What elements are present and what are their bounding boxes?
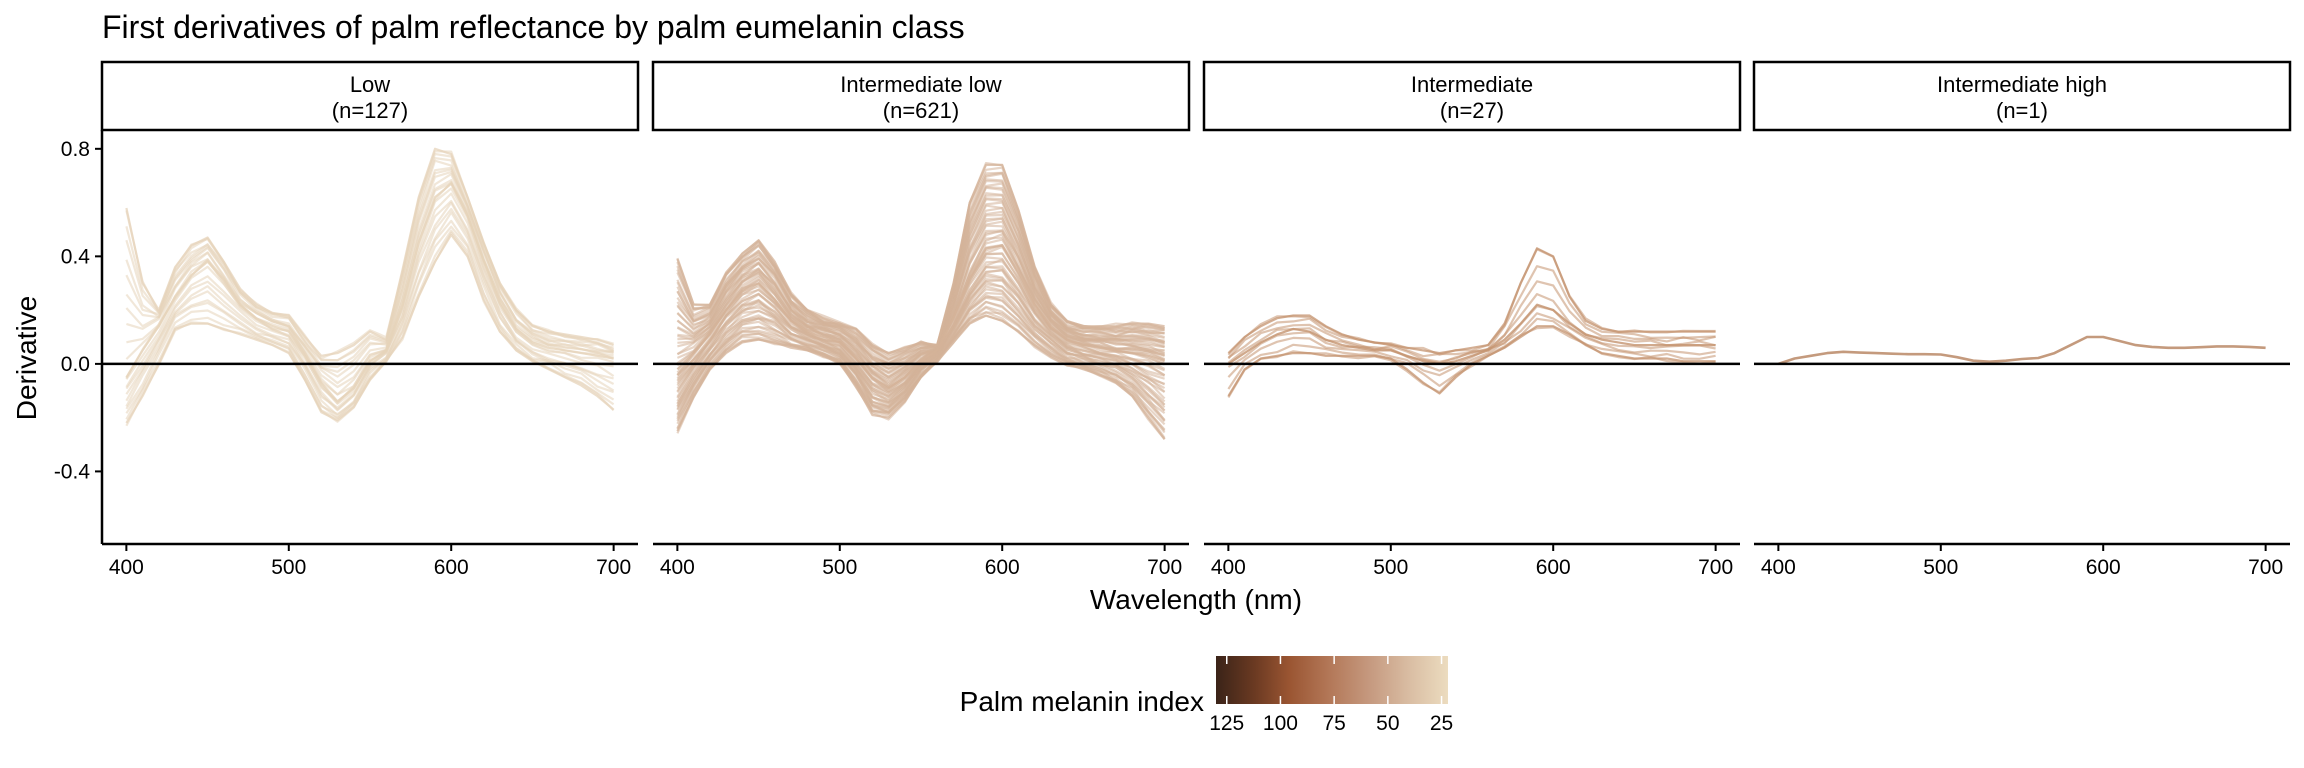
x-tick-label: 600: [1536, 556, 1571, 579]
facet-panel-2: Intermediate low(n=621) 400 500 600 700: [651, 60, 1191, 579]
facet-strip-label: Intermediate low: [840, 72, 1002, 97]
spectrum-line: [1777, 335, 2266, 366]
x-axis-title: Wavelength (nm): [1090, 584, 1302, 615]
spectrum-line: [125, 225, 615, 419]
x-tick-label: 700: [596, 556, 631, 579]
spectrum-line: [125, 157, 615, 362]
y-axis-title: Derivative: [11, 296, 42, 420]
facet-panel-4: Intermediate high(n=1) 400 500 600 700: [1752, 60, 2292, 579]
legend-tick-label: 75: [1322, 712, 1345, 735]
x-tick-label: 500: [1373, 556, 1408, 579]
spectrum-line-mean: [125, 182, 614, 403]
x-tick-label: 500: [271, 556, 306, 579]
y-tick-label: 0.4: [61, 245, 91, 268]
legend-tick-label: 100: [1263, 712, 1298, 735]
x-tick-label: 600: [985, 556, 1020, 579]
facet-strip-count: (n=27): [1440, 98, 1504, 123]
facet-strip: [1752, 60, 2292, 132]
spectrum-line: [676, 194, 1165, 367]
spectrum-line-min: [125, 233, 615, 424]
facet-panel-3: Intermediate(n=27) 400 500 600 700: [1202, 60, 1742, 579]
legend-tick-label: 125: [1209, 712, 1244, 735]
facet-strip: [100, 60, 640, 132]
x-tick-label: 600: [2086, 556, 2121, 579]
facet-strip-label: Intermediate high: [1937, 72, 2107, 97]
x-tick-label: 400: [660, 556, 695, 579]
y-tick-label: 0.0: [61, 353, 90, 376]
facet-panels: Low(n=127) 400 500 600 700 0.8 0.4 0.0 -0.4 Inter…: [54, 60, 2292, 579]
spectrum-line: [125, 166, 615, 373]
facet-strip-label: Low: [350, 72, 390, 97]
y-tick-label: 0.8: [61, 138, 90, 161]
x-tick-label: 400: [1761, 556, 1796, 579]
y-tick-label: -0.4: [54, 460, 91, 483]
spectrum-line-mean: [676, 244, 1165, 390]
x-tick-label: 700: [2248, 556, 2283, 579]
spectra-lines: [676, 162, 1166, 440]
spectra-lines: [125, 147, 615, 427]
spectrum-line: [125, 219, 614, 416]
x-tick-label: 600: [434, 556, 469, 579]
legend-title: Palm melanin index: [960, 686, 1204, 717]
x-tick-label: 700: [1698, 556, 1733, 579]
facet-strip: [651, 60, 1191, 132]
spectrum-line-min: [676, 314, 1166, 440]
x-tick-label: 500: [822, 556, 857, 579]
spectrum-line-mean: [1227, 303, 1716, 365]
facet-panel-1: Low(n=127) 400 500 600 700 0.8 0.4 0.0 -0.4: [54, 60, 640, 579]
facet-strip: [1202, 60, 1742, 132]
spectrum-line-max: [676, 163, 1165, 355]
legend-tick-label: 25: [1430, 712, 1453, 735]
spectrum-line-max: [1227, 247, 1716, 355]
x-tick-label: 400: [1211, 556, 1246, 579]
legend-tick-label: 50: [1376, 712, 1399, 735]
facet-strip-count: (n=1): [1996, 98, 2048, 123]
spectrum-line: [1227, 312, 1716, 378]
chart-title: First derivatives of palm reflectance by…: [102, 9, 965, 45]
legend-colorbar: [1216, 656, 1448, 704]
spectra-lines: [1777, 335, 2266, 366]
facet-strip-count: (n=621): [883, 98, 959, 123]
x-tick-label: 500: [1923, 556, 1958, 579]
spectra-lines: [1227, 247, 1716, 398]
spectrum-line: [1227, 265, 1716, 360]
spectrum-line-max: [125, 147, 614, 357]
x-tick-label: 700: [1147, 556, 1182, 579]
facet-strip-count: (n=127): [332, 98, 408, 123]
x-tick-label: 400: [109, 556, 144, 579]
legend-ticks: 125 100 75 50 25: [1209, 656, 1453, 735]
facet-strip-label: Intermediate: [1411, 72, 1533, 97]
color-legend: Palm melanin index 125 100 75 50 25: [960, 656, 1453, 735]
